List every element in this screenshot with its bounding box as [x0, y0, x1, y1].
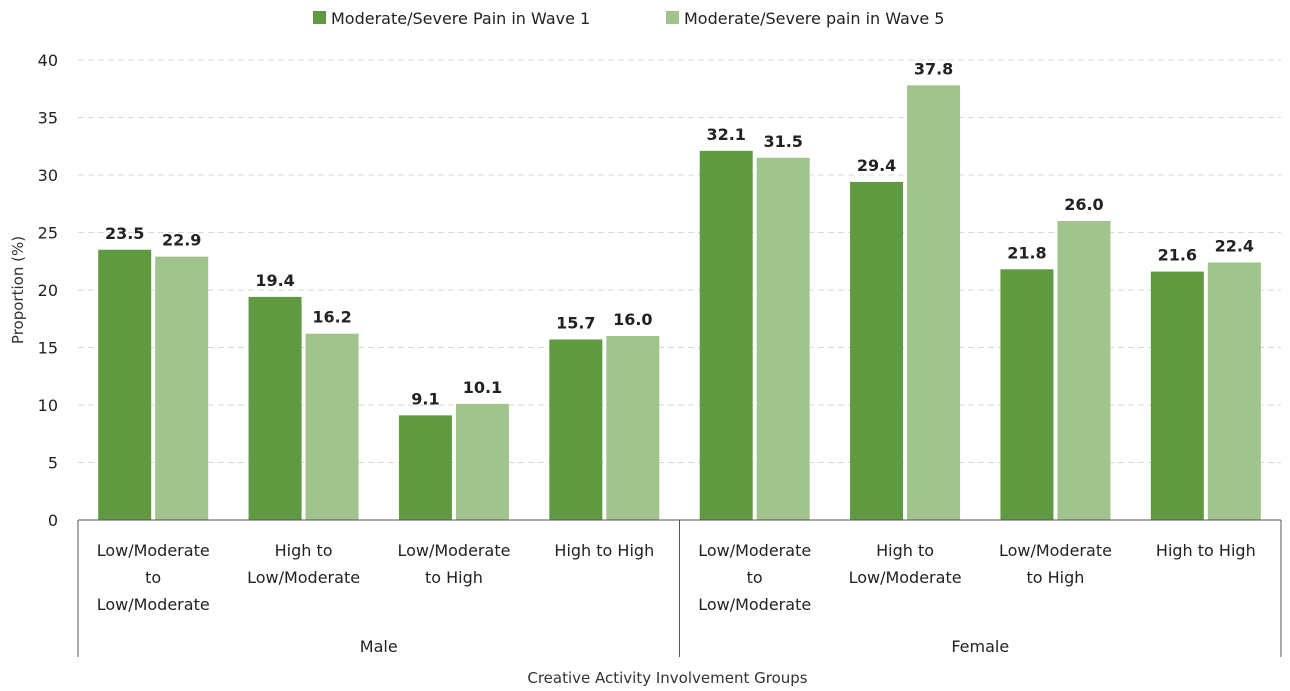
data-label: 23.5 — [105, 224, 144, 243]
bar-series-2 — [155, 256, 209, 520]
y-tick-label: 15 — [38, 339, 58, 358]
category-label: Low/Moderate — [698, 595, 811, 614]
data-label: 21.8 — [1007, 243, 1046, 262]
bar-series-1 — [98, 249, 152, 520]
data-label: 22.9 — [162, 231, 201, 250]
data-label: 19.4 — [255, 271, 294, 290]
group-label: Male — [360, 637, 398, 656]
legend-swatch — [666, 11, 679, 24]
y-axis-title: Proportion (%) — [9, 236, 27, 344]
data-label: 9.1 — [411, 389, 439, 408]
y-tick-label: 40 — [38, 51, 58, 70]
bar-series-1 — [1150, 271, 1204, 520]
x-axis — [77, 519, 1282, 657]
category-label: to — [145, 568, 161, 587]
y-tick-label: 20 — [38, 281, 58, 300]
bar-series-2 — [756, 157, 810, 520]
y-tick-label: 35 — [38, 109, 58, 128]
category-label: Low/Moderate — [97, 541, 210, 560]
y-tick-label: 0 — [48, 511, 58, 530]
category-label: Low/Moderate — [247, 568, 360, 587]
bar-series-2 — [907, 85, 961, 521]
y-tick-label: 10 — [38, 396, 58, 415]
data-label: 21.6 — [1158, 246, 1197, 265]
data-label: 15.7 — [556, 313, 595, 332]
category-label: to High — [1026, 568, 1084, 587]
legend: Moderate/Severe Pain in Wave 1 Moderate/S… — [313, 9, 944, 28]
category-label: to High — [425, 568, 483, 587]
legend-label: Moderate/Severe Pain in Wave 1 — [331, 9, 590, 28]
data-label: 37.8 — [914, 59, 953, 78]
bar-series-2 — [455, 403, 509, 520]
bar-series-2 — [1057, 221, 1111, 520]
category-label: High to High — [1156, 541, 1256, 560]
category-label: to — [747, 568, 763, 587]
bar-series-1 — [699, 150, 753, 520]
x-axis-title: Creative Activity Involvement Groups — [527, 669, 807, 687]
category-label: High to — [876, 541, 934, 560]
category-label: Low/Moderate — [999, 541, 1112, 560]
data-label: 22.4 — [1215, 236, 1254, 255]
group-label: Female — [951, 637, 1009, 656]
category-label: High to High — [554, 541, 654, 560]
bar-series-1 — [1000, 269, 1054, 520]
data-label: 16.2 — [312, 308, 351, 327]
legend-swatch — [313, 11, 326, 24]
bar-series-2 — [305, 333, 359, 520]
y-tick-label: 30 — [38, 166, 58, 185]
category-label: Low/Moderate — [97, 595, 210, 614]
bar-series-1 — [248, 296, 302, 520]
data-label: 10.1 — [463, 378, 502, 397]
bar-series-2 — [606, 336, 660, 520]
category-label: Low/Moderate — [698, 541, 811, 560]
bars — [98, 85, 1261, 521]
y-axis-ticks: 0 5 10 15 20 25 30 35 40 — [38, 51, 58, 530]
data-label: 31.5 — [763, 132, 802, 151]
category-label: Low/Moderate — [397, 541, 510, 560]
bar-series-1 — [850, 181, 904, 520]
bar-series-1 — [398, 415, 452, 520]
data-label: 32.1 — [706, 125, 745, 144]
data-label: 16.0 — [613, 310, 652, 329]
data-label: 26.0 — [1064, 195, 1103, 214]
y-tick-label: 5 — [48, 454, 58, 473]
y-tick-label: 25 — [38, 224, 58, 243]
data-labels: 23.5 22.9 19.4 16.2 9.1 10.1 15.7 16.0 32.1 31.5 2… — [105, 59, 1254, 408]
category-labels: Low/Moderate to Low/Moderate High to Low/Mod… — [97, 541, 1256, 656]
legend-label: Moderate/Severe pain in Wave 5 — [684, 9, 944, 28]
bar-series-1 — [549, 339, 603, 520]
category-label: Low/Moderate — [849, 568, 962, 587]
data-label: 29.4 — [857, 156, 896, 175]
bar-series-2 — [1207, 262, 1261, 520]
category-label: High to — [275, 541, 333, 560]
